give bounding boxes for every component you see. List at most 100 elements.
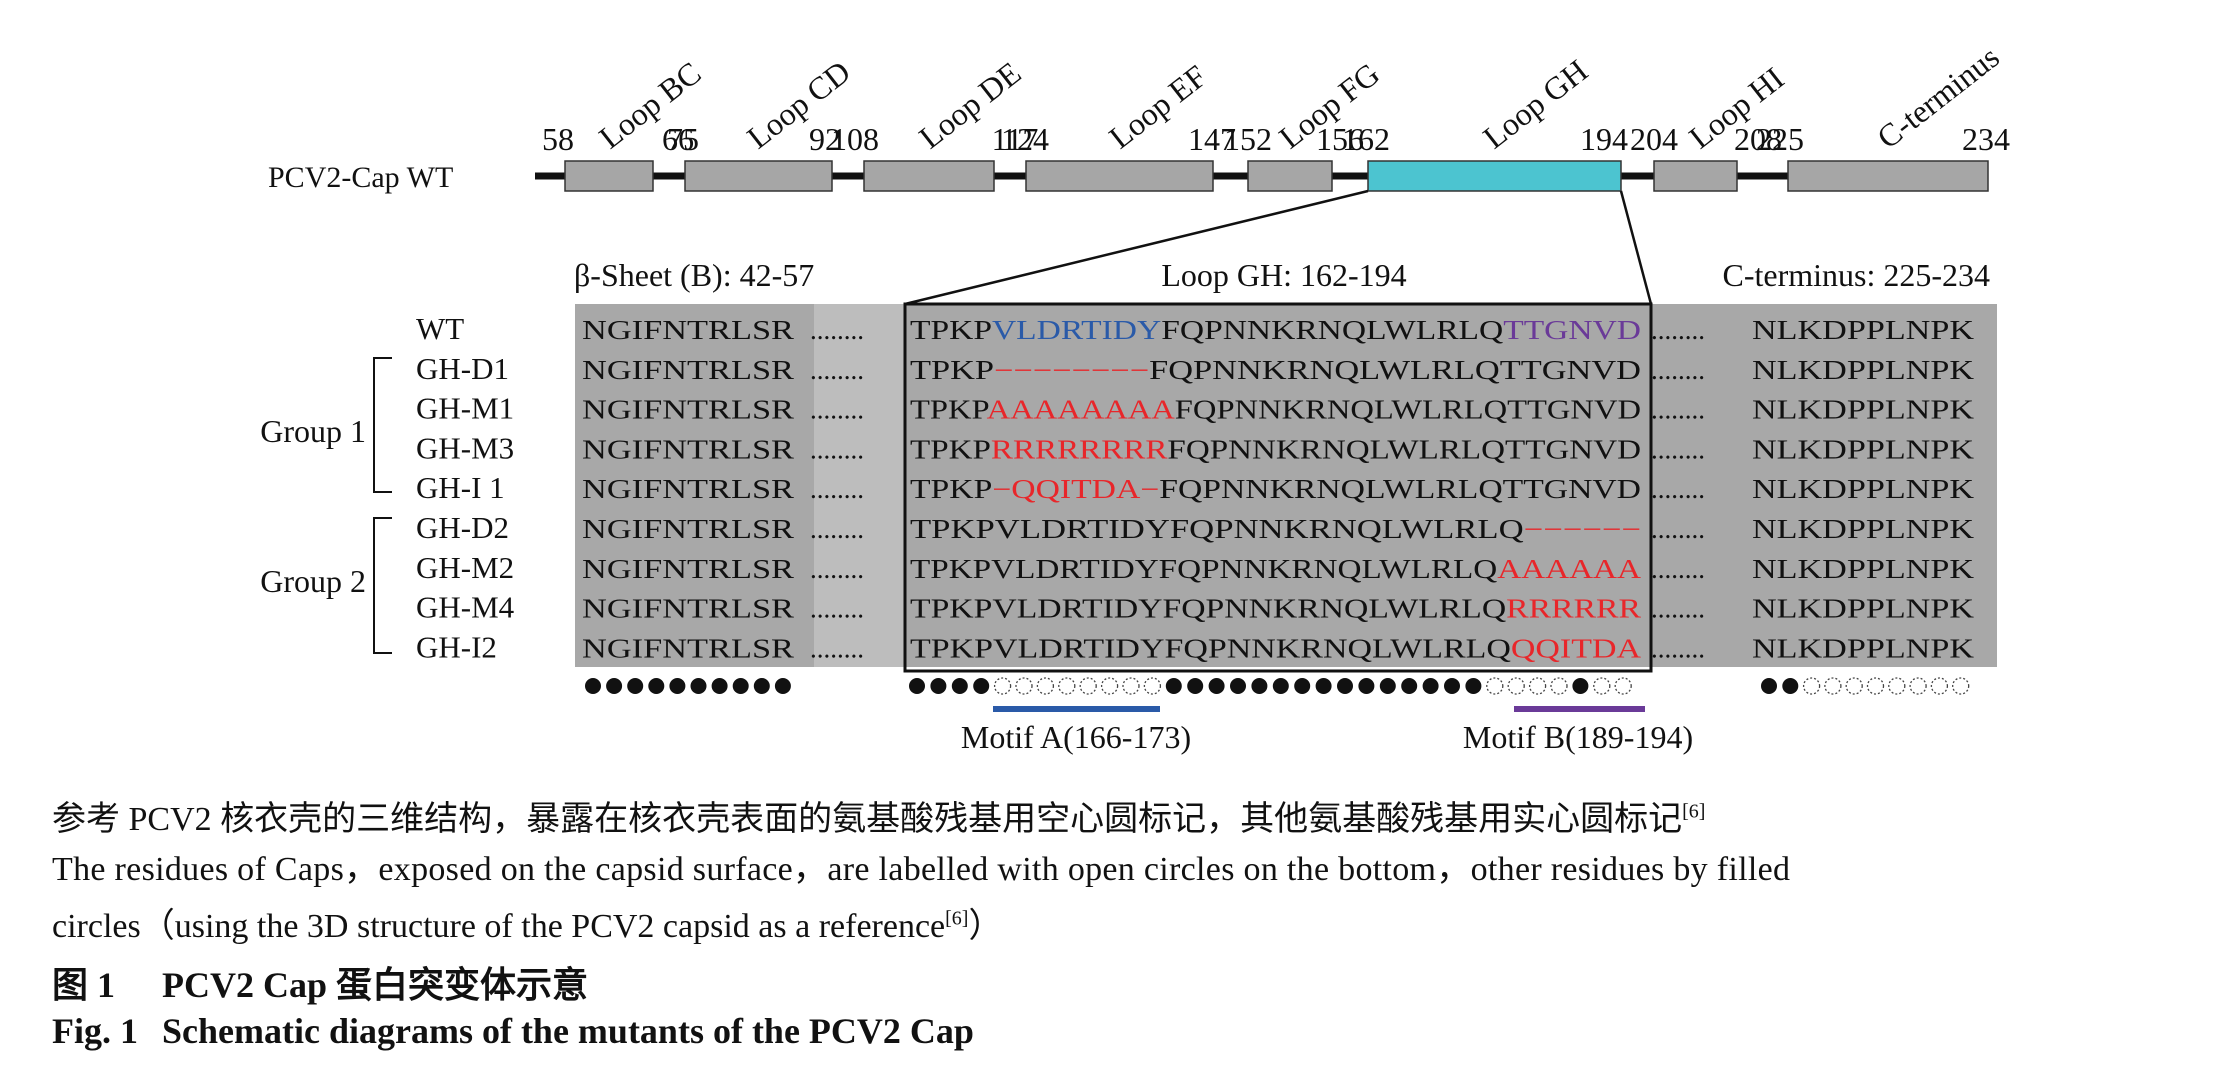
open-dot-gh — [1015, 677, 1033, 695]
dotted-gap: ........ — [810, 633, 864, 663]
open-dot-cterm — [1909, 677, 1927, 695]
loop-box-6 — [1367, 160, 1622, 192]
filled-dot-gh — [951, 678, 968, 694]
loop-start-number: 124 — [1001, 121, 1049, 157]
fig-en-number: Fig. 1 — [52, 1011, 138, 1051]
seq-beta-sheet: NGIFNTRLSR — [582, 514, 794, 544]
dotted-gap: ........ — [810, 514, 864, 544]
seq-segment: FQPNNKRNQLWLRLQTTGNVD — [1159, 474, 1641, 504]
row-name-label: GH-M3 — [416, 430, 514, 465]
open-dot-gh — [1507, 677, 1525, 695]
filled-dot-beta — [585, 678, 601, 694]
beta-sheet-header: β-Sheet (B): 42-57 — [574, 257, 814, 293]
dotted-gap: ........ — [1651, 474, 1705, 504]
caption-en-tail: ） — [968, 908, 1003, 945]
seq-beta-sheet: NGIFNTRLSR — [582, 315, 794, 345]
seq-c-terminus: NLKDPPLNPK — [1752, 594, 1975, 624]
figure-title-english: Fig. 1 Schematic diagrams of the mutants … — [52, 1010, 974, 1052]
zoom-line-right — [1619, 190, 1653, 305]
seq-beta-sheet: NGIFNTRLSR — [582, 355, 794, 385]
loop-box-5 — [1247, 160, 1333, 192]
seq-segment: AAAAAA — [1497, 554, 1641, 584]
seq-loop-gh: TPKP AAAAAAAA FQPNNKRNQLWLRLQTTGNVD — [910, 395, 1641, 425]
filled-dot-beta — [711, 678, 728, 694]
filled-dot-beta — [669, 678, 686, 694]
filled-dot-gh — [1187, 678, 1204, 694]
dotted-gap: ........ — [810, 554, 864, 584]
dotted-gap: ........ — [810, 395, 864, 425]
loop-start-number: 204 — [1630, 121, 1678, 157]
seq-c-terminus: NLKDPPLNPK — [1752, 315, 1975, 345]
seq-c-terminus: NLKDPPLNPK — [1752, 474, 1975, 504]
fig-cn-number: 图 1 — [52, 965, 116, 1005]
loop-end-number: 147 — [1188, 121, 1236, 157]
seq-loop-gh: TPKP RRRRRRRR FQPNNKRNQLWLRLQTTGNVD — [910, 434, 1641, 464]
seq-beta-sheet: NGIFNTRLSR — [582, 594, 794, 624]
loop-name-label: Loop GH — [1476, 52, 1594, 155]
dotted-gap: ........ — [810, 355, 864, 385]
filled-dot-gh — [909, 678, 925, 694]
seq-segment: −−−−−−−− — [994, 355, 1149, 385]
shade-cterm — [1651, 304, 1997, 667]
group-1-bracket — [373, 357, 392, 493]
seq-segment: TPKP — [910, 315, 992, 345]
open-dot-cterm — [1930, 677, 1949, 695]
loop-start-number: 162 — [1342, 121, 1390, 157]
filled-dot-gh — [1358, 678, 1375, 694]
dotted-gap: ........ — [810, 594, 864, 624]
caption-english-line2: circles（using the 3D structure of the PC… — [52, 902, 1002, 951]
filled-dot-gh — [1230, 678, 1246, 694]
open-dot-gh — [1593, 677, 1611, 695]
filled-dot-beta — [774, 678, 791, 694]
seq-c-terminus: NLKDPPLNPK — [1752, 355, 1975, 385]
c-terminus-header: C-terminus: 225-234 — [1722, 257, 1990, 293]
row-name-label: GH-M1 — [416, 391, 514, 426]
filled-dot-gh — [1401, 678, 1418, 694]
open-dot-cterm — [1952, 677, 1970, 695]
filled-dot-beta — [627, 678, 644, 694]
open-dot-gh — [1550, 677, 1568, 695]
figure-title-chinese: 图 1 PCV2 Cap 蛋白突变体示意 — [52, 956, 588, 1008]
dotted-gap: ........ — [1651, 355, 1705, 385]
loop-start-number: 75 — [667, 121, 699, 157]
loop-end-number: 66 — [662, 121, 694, 157]
row-name-label: GH-M4 — [416, 590, 515, 625]
row-name-label: GH-I2 — [416, 629, 497, 664]
filled-dot-gh — [1294, 678, 1311, 694]
filled-dot-gh — [1315, 678, 1332, 694]
loop-start-number: 58 — [542, 121, 574, 157]
loop-box-1 — [564, 160, 654, 192]
fig-cn-title: PCV2 Cap 蛋白突变体示意 — [162, 965, 589, 1005]
shade-gap-left — [814, 304, 905, 667]
seq-segment: FQPNNKRNQLWLRLQ — [1161, 315, 1504, 345]
filled-dot-gh — [1272, 678, 1289, 694]
loop-start-number: 108 — [831, 121, 879, 157]
caption-en-text: circles（using the 3D structure of the PC… — [52, 908, 946, 945]
loop-gh-box — [903, 302, 1653, 673]
open-dot-gh — [1528, 677, 1547, 695]
open-dot-gh — [1079, 677, 1097, 695]
row-name-label: GH-M2 — [416, 550, 514, 585]
seq-beta-sheet: NGIFNTRLSR — [582, 554, 794, 584]
loop-end-number: 194 — [1580, 121, 1628, 157]
filled-dot-gh — [930, 678, 947, 694]
seq-segment: FQPNNKRNQLWLRLQTTGNVD — [1149, 355, 1641, 385]
zoom-line-left — [904, 189, 1369, 306]
loop-start-number: 152 — [1224, 121, 1272, 157]
seq-beta-sheet: NGIFNTRLSR — [582, 633, 794, 663]
open-dot-cterm — [1866, 677, 1885, 695]
motif-a-label: Motif A(166-173) — [961, 719, 1191, 755]
seq-segment: QQITDA — [1511, 633, 1642, 663]
dotted-gap: ........ — [1651, 633, 1705, 663]
filled-dot-beta — [606, 678, 623, 694]
filled-dot-gh — [1572, 678, 1589, 694]
motif-b-underline — [1514, 706, 1645, 712]
seq-segment: TPKP — [910, 474, 992, 504]
seq-segment: TPKPVLDRTIDYFQPNNKRNQLWLRLQ — [910, 514, 1524, 544]
open-dot-gh — [993, 677, 1012, 695]
row-name-label: GH-I 1 — [416, 470, 505, 505]
open-dot-gh — [1143, 677, 1162, 695]
row-name-label: GH-D1 — [416, 351, 509, 386]
group-1-bracket-label: Group 1 — [260, 413, 366, 449]
dotted-gap: ........ — [810, 434, 864, 464]
